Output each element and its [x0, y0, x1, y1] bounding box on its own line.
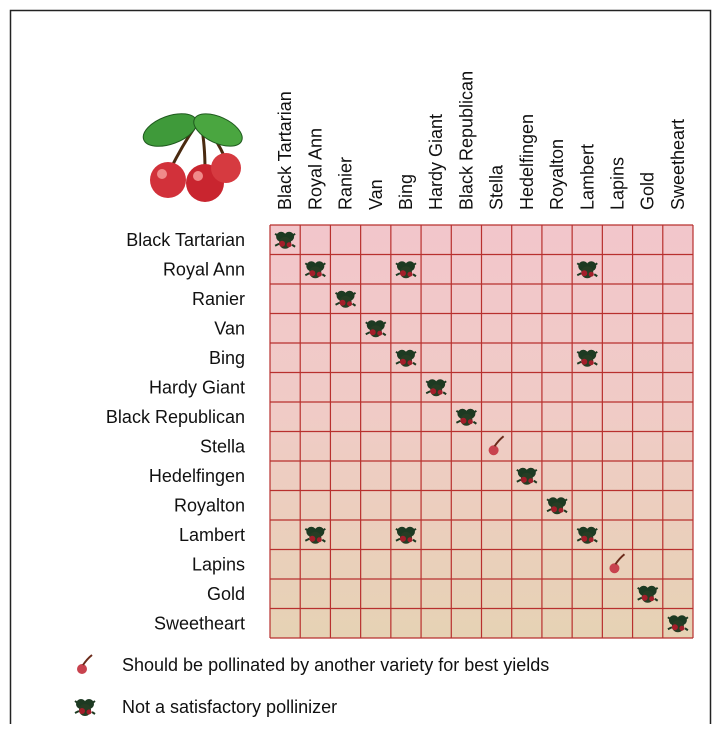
column-label: Royal Ann — [305, 128, 325, 210]
row-label: Bing — [209, 348, 245, 368]
column-label: Lambert — [577, 144, 597, 210]
column-label: Lapins — [607, 157, 627, 210]
row-label: Van — [214, 318, 245, 338]
legend-text: Should be pollinated by another variety … — [122, 655, 549, 675]
column-label: Black Tartarian — [275, 91, 295, 210]
row-label: Gold — [207, 584, 245, 604]
column-label: Hedelfingen — [517, 114, 537, 210]
row-label: Black Tartarian — [126, 230, 245, 250]
row-label: Royalton — [174, 495, 245, 515]
row-label: Black Republican — [106, 407, 245, 427]
legend-symbol — [77, 655, 92, 674]
legend-symbol — [75, 699, 95, 716]
row-label: Lapins — [192, 554, 245, 574]
row-label: Lambert — [179, 525, 245, 545]
legend: Should be pollinated by another variety … — [75, 655, 549, 717]
row-label: Sweetheart — [154, 613, 245, 633]
column-label: Ranier — [336, 157, 356, 210]
column-label: Stella — [487, 164, 507, 210]
legend-text: Not a satisfactory pollinizer — [122, 697, 337, 717]
column-label: Van — [366, 179, 386, 210]
column-label: Hardy Giant — [426, 114, 446, 210]
row-label: Ranier — [192, 289, 245, 309]
row-label: Stella — [200, 436, 246, 456]
column-label: Black Republican — [456, 71, 476, 210]
column-label: Bing — [396, 174, 416, 210]
pollination-chart: Black Tartarian Royal Ann Ranier Van Bing Har… — [0, 0, 718, 724]
row-label: Royal Ann — [163, 259, 245, 279]
column-label: Sweetheart — [668, 119, 688, 210]
row-label: Hardy Giant — [149, 377, 245, 397]
cherry-illustration — [139, 107, 247, 202]
column-label: Royalton — [547, 139, 567, 210]
row-label: Hedelfingen — [149, 466, 245, 486]
column-label: Gold — [638, 172, 658, 210]
